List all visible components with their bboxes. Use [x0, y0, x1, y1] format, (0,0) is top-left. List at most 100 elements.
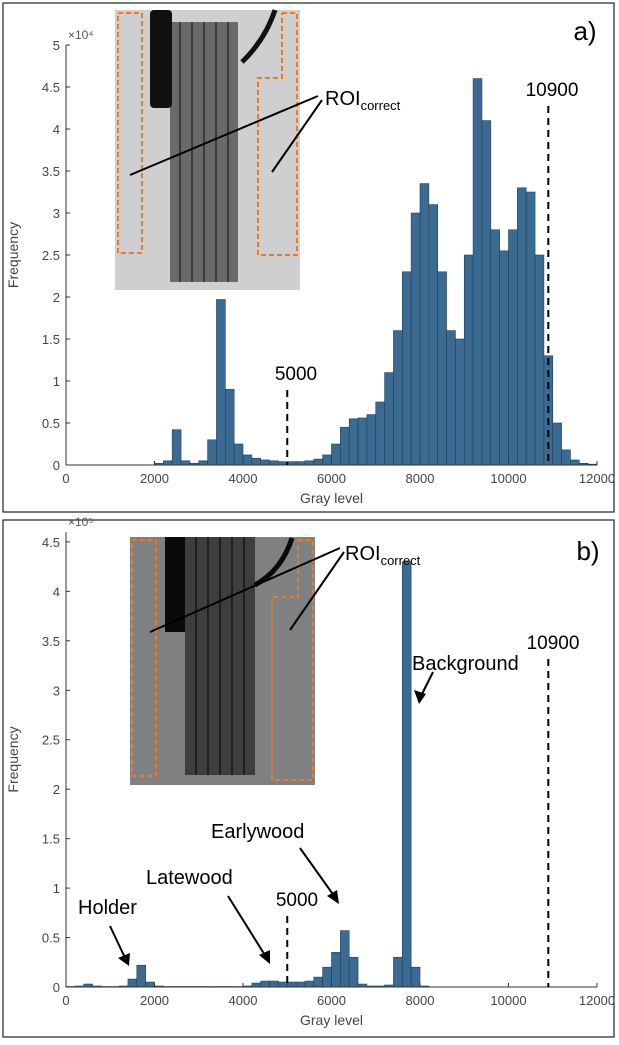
histogram-bar — [296, 462, 305, 465]
y-tick-label: 1.5 — [42, 832, 60, 847]
histogram-bar — [128, 979, 137, 987]
histogram-bar — [447, 331, 456, 465]
histogram-bar — [137, 965, 146, 987]
y-axis-label: Frequency — [5, 726, 21, 792]
histogram-bar — [509, 230, 518, 465]
histogram-bar — [146, 982, 155, 987]
y-tick-label: 4 — [53, 584, 60, 599]
threshold-label: 10900 — [527, 633, 580, 654]
histogram-bar — [491, 230, 500, 465]
histogram-bar — [225, 389, 234, 465]
annotation-text: Holder — [78, 897, 137, 919]
x-tick-label: 10000 — [490, 993, 526, 1008]
histogram-bar — [535, 255, 544, 465]
histogram-bar — [208, 440, 217, 465]
histogram-bar — [252, 983, 261, 987]
x-tick-label: 12000 — [579, 471, 615, 486]
histogram-bar — [323, 967, 332, 987]
histogram-bar — [314, 977, 323, 987]
histogram-bar — [438, 272, 447, 465]
histogram-bar — [385, 373, 394, 465]
x-tick-label: 4000 — [229, 471, 258, 486]
histogram-bar — [526, 192, 535, 465]
histogram-bar — [252, 458, 261, 465]
histogram-bar — [234, 444, 243, 465]
annotation: Latewood — [146, 867, 233, 889]
y-multiplier: ×10⁴ — [68, 28, 94, 42]
histogram-bar — [411, 213, 420, 465]
threshold-label: 5000 — [276, 890, 318, 911]
y-tick-label: 1 — [53, 881, 60, 896]
y-tick-label: 3.5 — [42, 634, 60, 649]
histogram-bar — [500, 251, 509, 465]
histogram-bar — [340, 931, 349, 987]
histogram-bar — [473, 79, 482, 465]
histogram-bar — [332, 444, 341, 465]
histogram-bar — [181, 461, 190, 465]
histogram-bar — [402, 562, 411, 987]
x-tick-label: 6000 — [317, 993, 346, 1008]
histogram-bar — [482, 121, 491, 465]
y-axis-label: Frequency — [5, 222, 21, 288]
x-axis-label: Gray level — [300, 1012, 363, 1028]
inset-image — [115, 10, 300, 290]
histogram-bar — [243, 455, 252, 465]
histogram-bar — [314, 459, 323, 465]
y-tick-label: 0.5 — [42, 931, 60, 946]
histogram-bar — [305, 461, 314, 465]
histogram-bar — [261, 460, 270, 465]
histogram-bar — [411, 967, 420, 987]
annotation-text: Latewood — [146, 867, 233, 889]
histogram-bar — [376, 402, 385, 465]
histogram-bar — [562, 450, 571, 465]
histogram-bar — [278, 462, 287, 465]
y-tick-label: 1.5 — [42, 332, 60, 347]
histogram-bar — [393, 957, 402, 987]
x-axis-label: Gray level — [300, 490, 363, 506]
panel-label: a) — [573, 16, 596, 46]
y-tick-label: 4 — [53, 122, 60, 137]
x-tick-label: 8000 — [406, 471, 435, 486]
y-tick-label: 2 — [53, 782, 60, 797]
threshold-label: 10900 — [526, 80, 579, 101]
x-tick-label: 12000 — [579, 993, 615, 1008]
histogram-bar — [358, 418, 367, 465]
histogram-bar — [349, 419, 358, 465]
threshold-label: 5000 — [275, 364, 317, 385]
histogram-bar — [332, 952, 341, 987]
histogram-bar — [464, 255, 473, 465]
y-tick-label: 1 — [53, 374, 60, 389]
annotation-subscript: correct — [361, 98, 401, 113]
histogram-bar — [349, 957, 358, 987]
x-tick-label: 0 — [62, 993, 69, 1008]
annotation: Background — [412, 653, 519, 675]
histogram-bar — [261, 981, 270, 987]
histogram-bar — [270, 461, 279, 465]
y-tick-label: 2 — [53, 290, 60, 305]
inset-image — [130, 537, 315, 785]
histogram-bar — [402, 272, 411, 465]
histogram-bar — [393, 331, 402, 465]
histogram-bar — [163, 461, 172, 465]
y-tick-label: 3.5 — [42, 164, 60, 179]
y-tick-label: 3 — [53, 683, 60, 698]
annotation-text: ROI — [325, 88, 361, 110]
annotation-text: Earlywood — [211, 821, 304, 843]
histogram-bar — [420, 184, 429, 465]
annotation-subscript: correct — [381, 553, 421, 568]
y-tick-label: 0 — [53, 980, 60, 995]
y-tick-label: 2.5 — [42, 248, 60, 263]
x-tick-label: 10000 — [490, 471, 526, 486]
y-tick-label: 4.5 — [42, 535, 60, 550]
histogram-bar — [367, 415, 376, 465]
annotation: Holder — [78, 897, 137, 919]
histogram-bar — [340, 427, 349, 465]
y-tick-label: 4.5 — [42, 80, 60, 95]
histogram-bar — [199, 461, 208, 465]
x-tick-label: 2000 — [140, 471, 169, 486]
x-tick-label: 6000 — [317, 471, 346, 486]
histogram-bar — [287, 982, 296, 987]
histogram-bar — [517, 188, 526, 465]
